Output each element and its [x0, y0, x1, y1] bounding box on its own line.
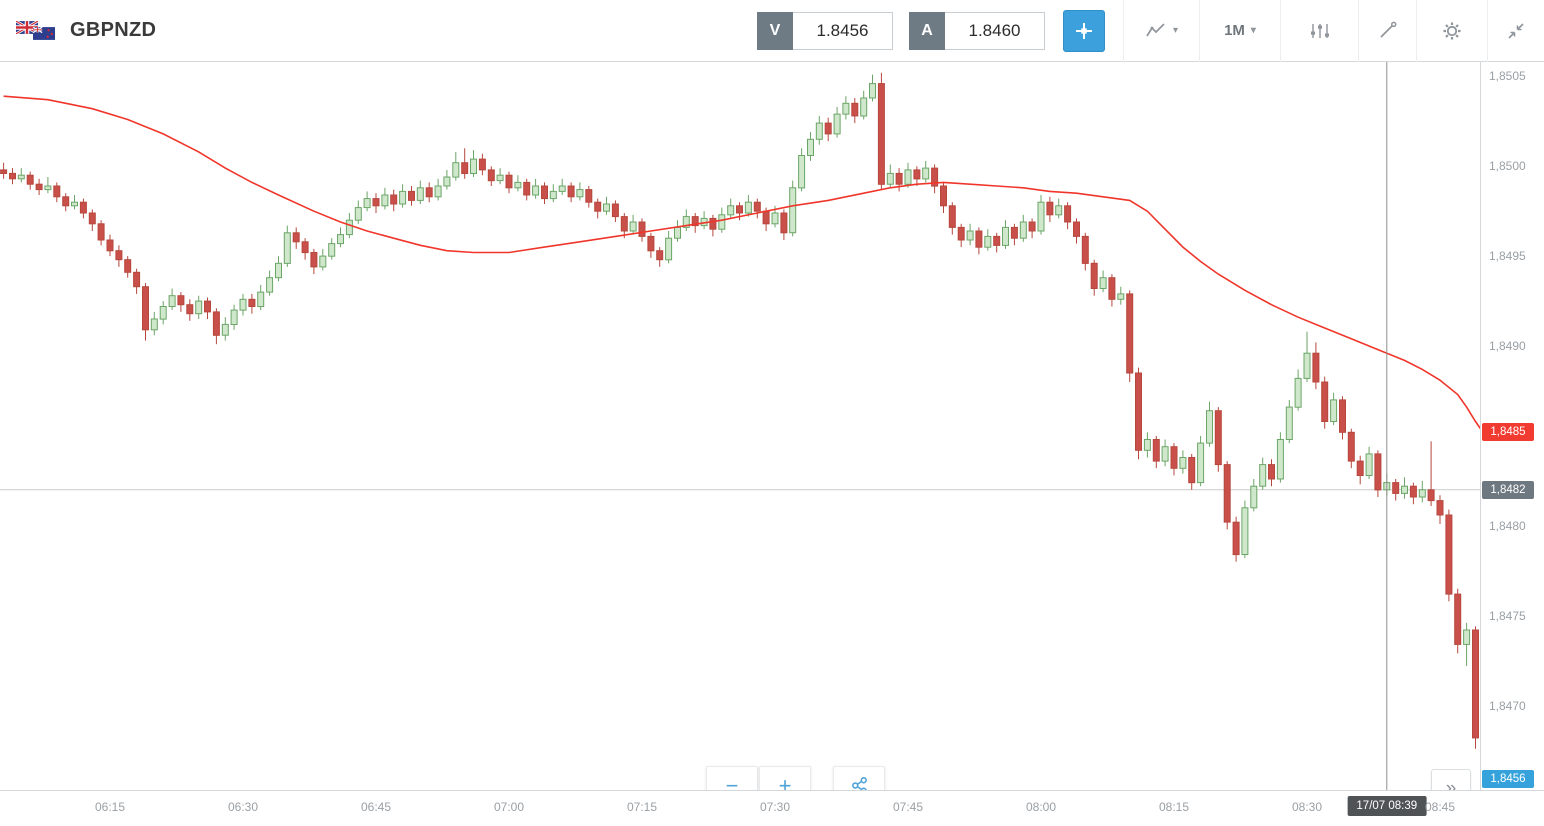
symbol-area: GBPNZD: [0, 19, 156, 43]
x-axis-label: 08:30: [1291, 800, 1323, 814]
x-axis-label: 06:45: [360, 800, 392, 814]
toolbar: GBPNZD V 1.8456 A 1.8460 ▾ 1M ▾: [0, 0, 1544, 62]
y-axis-label: 1,8475: [1489, 608, 1526, 623]
x-axis-label: 07:45: [892, 800, 924, 814]
settings-button[interactable]: [1416, 0, 1487, 62]
buy-button[interactable]: A: [909, 11, 945, 50]
bid-price-badge: 1,8456: [1482, 770, 1534, 788]
x-axis-label: 06:15: [94, 800, 126, 814]
x-axis-label: 08:45: [1424, 800, 1456, 814]
x-axis-label: 08:15: [1158, 800, 1190, 814]
sell-quote-group: V 1.8456: [757, 11, 893, 50]
x-axis-label: 07:00: [493, 800, 525, 814]
x-axis-label: 07:15: [626, 800, 658, 814]
sell-price: 1.8456: [793, 11, 893, 50]
chart-tools: ▾ 1M ▾: [1123, 0, 1544, 62]
y-axis-label: 1,8495: [1489, 249, 1526, 264]
sell-button[interactable]: V: [757, 11, 793, 50]
crosshair-time-badge: 17/07 08:39: [1347, 796, 1427, 816]
timeframe-value: 1M: [1224, 22, 1245, 39]
chevron-down-icon: ▾: [1250, 25, 1256, 36]
y-axis-label: 1,8470: [1489, 698, 1526, 713]
chart-area[interactable]: − + »: [0, 62, 1480, 809]
x-axis-label: 08:00: [1025, 800, 1057, 814]
y-axis-label: 1,8500: [1489, 159, 1526, 174]
time-axis[interactable]: 17/07 08:39 06:15 06:30 06:45 07:00 07:15 07:…: [0, 790, 1544, 826]
sliders-icon: [1310, 23, 1329, 38]
timeframe-dropdown[interactable]: 1M ▾: [1199, 0, 1280, 62]
price-axis[interactable]: 1,8505 1,8500 1,8495 1,8490 1,8480 1,8475 1,84…: [1480, 62, 1544, 790]
price-level-badge: 1,8482: [1482, 480, 1534, 499]
x-axis-label: 07:30: [759, 800, 791, 814]
buy-price: 1.8460: [945, 11, 1045, 50]
chevron-down-icon: ▾: [1172, 25, 1179, 36]
crosshair-tool-button[interactable]: [1063, 9, 1105, 52]
collapse-chart-button[interactable]: [1487, 0, 1544, 62]
chart-type-dropdown[interactable]: ▾: [1123, 0, 1199, 62]
x-axis-label: 06:30: [227, 800, 259, 814]
nzd-flag-icon: [33, 26, 55, 40]
price-chart[interactable]: [0, 62, 1480, 790]
page-title: GBPNZD: [70, 19, 157, 41]
collapse-arrows-icon: [1508, 22, 1524, 39]
line-chart-icon: [1146, 22, 1165, 36]
moving-average-line: [3, 95, 1480, 430]
currency-pair-flags: [16, 19, 60, 43]
y-axis-label: 1,8480: [1489, 518, 1526, 533]
quote-area: V 1.8456 A 1.8460: [757, 9, 1123, 52]
y-axis-label: 1,8505: [1489, 69, 1526, 84]
drawing-tools-button[interactable]: [1358, 0, 1416, 62]
y-axis-label: 1,8490: [1489, 339, 1526, 353]
gear-icon: [1443, 22, 1461, 39]
indicators-button[interactable]: [1280, 0, 1358, 62]
trend-line-icon: [1379, 21, 1396, 38]
crosshair-icon: [1076, 22, 1092, 39]
buy-quote-group: A 1.8460: [909, 11, 1045, 50]
ma-value-badge: 1,8485: [1482, 423, 1534, 442]
